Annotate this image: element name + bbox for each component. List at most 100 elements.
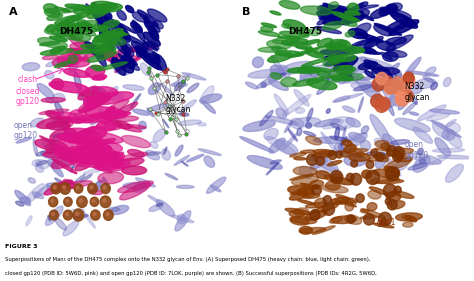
Ellipse shape bbox=[409, 153, 441, 164]
Ellipse shape bbox=[431, 82, 438, 90]
Ellipse shape bbox=[71, 166, 74, 172]
Ellipse shape bbox=[341, 148, 363, 158]
Ellipse shape bbox=[95, 100, 102, 106]
Ellipse shape bbox=[351, 83, 380, 92]
Ellipse shape bbox=[145, 20, 160, 32]
Ellipse shape bbox=[402, 215, 412, 219]
Ellipse shape bbox=[87, 92, 134, 105]
Ellipse shape bbox=[326, 109, 330, 113]
Ellipse shape bbox=[50, 46, 65, 53]
Text: N332
glycan: N332 glycan bbox=[404, 82, 429, 101]
Circle shape bbox=[375, 98, 388, 112]
Circle shape bbox=[316, 156, 325, 166]
Ellipse shape bbox=[270, 73, 282, 79]
Ellipse shape bbox=[333, 93, 363, 102]
Ellipse shape bbox=[273, 37, 299, 44]
Ellipse shape bbox=[328, 57, 345, 62]
Ellipse shape bbox=[36, 161, 47, 165]
Ellipse shape bbox=[305, 202, 327, 208]
Ellipse shape bbox=[328, 54, 339, 64]
Ellipse shape bbox=[148, 41, 159, 49]
Ellipse shape bbox=[435, 138, 450, 156]
Ellipse shape bbox=[356, 9, 369, 19]
Ellipse shape bbox=[108, 207, 119, 211]
Ellipse shape bbox=[100, 31, 111, 44]
Ellipse shape bbox=[171, 215, 194, 223]
Ellipse shape bbox=[266, 137, 296, 155]
Ellipse shape bbox=[66, 23, 98, 32]
Ellipse shape bbox=[288, 186, 313, 195]
Circle shape bbox=[375, 153, 384, 161]
Ellipse shape bbox=[349, 148, 364, 157]
Ellipse shape bbox=[46, 98, 54, 103]
Ellipse shape bbox=[402, 222, 413, 227]
Ellipse shape bbox=[51, 29, 83, 40]
Ellipse shape bbox=[99, 8, 112, 33]
Ellipse shape bbox=[373, 223, 394, 228]
Ellipse shape bbox=[210, 185, 221, 192]
Ellipse shape bbox=[89, 6, 107, 13]
Circle shape bbox=[371, 149, 378, 157]
Ellipse shape bbox=[37, 83, 54, 98]
Ellipse shape bbox=[332, 201, 347, 204]
Ellipse shape bbox=[323, 78, 350, 81]
Ellipse shape bbox=[278, 36, 300, 39]
Ellipse shape bbox=[56, 24, 70, 32]
Ellipse shape bbox=[133, 109, 150, 115]
Ellipse shape bbox=[20, 197, 30, 203]
Ellipse shape bbox=[96, 33, 128, 38]
Ellipse shape bbox=[42, 139, 51, 147]
Ellipse shape bbox=[97, 121, 117, 131]
Ellipse shape bbox=[161, 149, 171, 160]
Ellipse shape bbox=[92, 40, 116, 51]
Ellipse shape bbox=[346, 118, 360, 127]
Ellipse shape bbox=[261, 26, 273, 32]
Circle shape bbox=[395, 95, 405, 105]
Ellipse shape bbox=[26, 216, 32, 226]
Ellipse shape bbox=[301, 57, 333, 66]
Ellipse shape bbox=[359, 57, 394, 69]
Ellipse shape bbox=[290, 41, 312, 49]
Ellipse shape bbox=[81, 44, 108, 51]
Ellipse shape bbox=[41, 98, 65, 102]
Ellipse shape bbox=[37, 117, 72, 128]
Ellipse shape bbox=[175, 145, 183, 156]
Ellipse shape bbox=[322, 17, 355, 25]
Ellipse shape bbox=[46, 111, 62, 119]
Ellipse shape bbox=[69, 126, 98, 143]
Ellipse shape bbox=[300, 69, 327, 81]
Ellipse shape bbox=[104, 17, 123, 28]
Ellipse shape bbox=[418, 148, 423, 155]
Ellipse shape bbox=[305, 50, 324, 58]
Ellipse shape bbox=[258, 31, 280, 36]
Ellipse shape bbox=[327, 43, 339, 50]
Ellipse shape bbox=[315, 26, 341, 33]
Circle shape bbox=[310, 210, 320, 220]
Ellipse shape bbox=[126, 60, 139, 71]
Ellipse shape bbox=[321, 132, 340, 156]
Ellipse shape bbox=[105, 52, 139, 60]
Ellipse shape bbox=[309, 153, 330, 161]
Circle shape bbox=[371, 94, 384, 108]
Ellipse shape bbox=[290, 216, 317, 224]
Ellipse shape bbox=[181, 100, 196, 112]
Ellipse shape bbox=[370, 178, 393, 183]
Ellipse shape bbox=[115, 24, 130, 42]
Ellipse shape bbox=[261, 23, 276, 28]
Ellipse shape bbox=[375, 148, 398, 152]
Ellipse shape bbox=[144, 21, 158, 37]
Ellipse shape bbox=[240, 137, 274, 152]
Ellipse shape bbox=[317, 82, 330, 94]
Text: A: A bbox=[9, 7, 18, 17]
Circle shape bbox=[52, 213, 55, 216]
Circle shape bbox=[64, 197, 72, 206]
Ellipse shape bbox=[345, 202, 354, 211]
Ellipse shape bbox=[390, 12, 418, 28]
Ellipse shape bbox=[310, 180, 324, 187]
Circle shape bbox=[383, 184, 396, 197]
Circle shape bbox=[106, 212, 109, 216]
Circle shape bbox=[372, 78, 385, 91]
Ellipse shape bbox=[290, 185, 316, 195]
Ellipse shape bbox=[53, 93, 65, 102]
Ellipse shape bbox=[387, 95, 401, 108]
